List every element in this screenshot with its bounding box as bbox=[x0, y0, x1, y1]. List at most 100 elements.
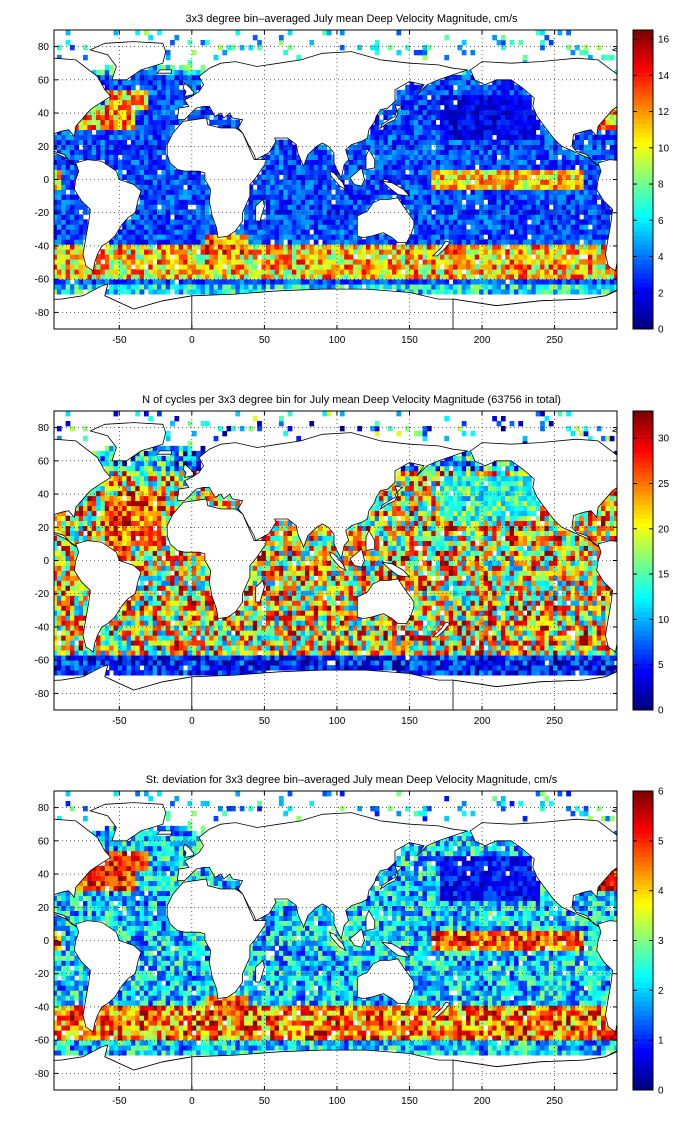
heatmap-cell bbox=[574, 239, 580, 245]
heatmap-cell bbox=[152, 89, 158, 96]
heatmap-cell bbox=[374, 129, 380, 136]
heatmap-cell bbox=[413, 144, 419, 150]
heatmap-cell bbox=[448, 109, 454, 116]
heatmap-cell bbox=[148, 74, 154, 81]
heatmap-cell bbox=[483, 174, 489, 180]
heatmap-cell bbox=[383, 134, 389, 141]
heatmap-cell bbox=[357, 284, 363, 290]
heatmap-cell bbox=[418, 134, 423, 141]
heatmap-cell bbox=[165, 114, 171, 121]
heatmap-cell bbox=[113, 159, 119, 165]
heatmap-cell bbox=[466, 264, 471, 270]
heatmap-cell bbox=[204, 209, 210, 215]
heatmap-cell bbox=[609, 274, 615, 280]
heatmap-cell bbox=[200, 64, 206, 71]
heatmap-cell bbox=[553, 234, 558, 240]
chart-panel-1: -50 0 50 100 150 200 250806040200-20-40-60-803… bbox=[35, 13, 670, 346]
heatmap-cell bbox=[231, 254, 236, 260]
heatmap-cell bbox=[248, 289, 254, 295]
heatmap-cell bbox=[161, 254, 167, 260]
heatmap-cell bbox=[187, 194, 193, 200]
heatmap-cell bbox=[165, 224, 171, 230]
heatmap-cell bbox=[509, 254, 515, 260]
heatmap-cell bbox=[409, 189, 415, 195]
heatmap-cell bbox=[492, 159, 497, 165]
heatmap-cell bbox=[191, 199, 197, 205]
heatmap-cell bbox=[553, 139, 558, 146]
heatmap-cell bbox=[196, 264, 201, 270]
colorbar-step bbox=[633, 53, 653, 59]
heatmap-cell bbox=[439, 189, 445, 195]
heatmap-cell bbox=[483, 279, 489, 285]
heatmap-cell bbox=[61, 129, 67, 136]
heatmap-cell bbox=[152, 269, 158, 275]
heatmap-cell bbox=[69, 214, 75, 220]
heatmap-cell bbox=[579, 154, 585, 160]
heatmap-cell bbox=[487, 169, 493, 175]
heatmap-cell bbox=[283, 244, 289, 250]
heatmap-cell bbox=[548, 254, 554, 260]
heatmap-cell bbox=[87, 154, 93, 160]
heatmap-cell bbox=[587, 159, 593, 165]
heatmap-cell bbox=[561, 289, 567, 295]
heatmap-cell bbox=[143, 565, 149, 571]
heatmap-cell bbox=[574, 214, 580, 220]
heatmap-cell bbox=[466, 79, 471, 86]
heatmap-cell bbox=[492, 79, 497, 86]
heatmap-cell bbox=[322, 149, 328, 155]
heatmap-cell bbox=[148, 139, 154, 146]
heatmap-cell bbox=[426, 229, 432, 235]
heatmap-cell bbox=[453, 139, 458, 146]
heatmap-cell bbox=[126, 530, 132, 536]
heatmap-cell bbox=[579, 159, 585, 165]
heatmap-cell bbox=[557, 279, 563, 285]
heatmap-cell bbox=[583, 44, 589, 51]
heatmap-cell bbox=[540, 274, 545, 280]
heatmap-cell bbox=[283, 254, 289, 260]
heatmap-cell bbox=[78, 535, 84, 541]
heatmap-cell bbox=[500, 179, 506, 185]
heatmap-cell bbox=[422, 229, 428, 235]
heatmap-cell bbox=[113, 520, 119, 527]
heatmap-cell bbox=[135, 560, 141, 566]
heatmap-cell bbox=[287, 44, 293, 51]
heatmap-cell bbox=[165, 274, 171, 280]
heatmap-cell bbox=[357, 254, 363, 260]
heatmap-cell bbox=[439, 144, 445, 150]
heatmap-cell bbox=[566, 184, 571, 190]
heatmap-cell bbox=[448, 284, 454, 290]
heatmap-cell bbox=[400, 109, 406, 116]
heatmap-cell bbox=[100, 625, 106, 631]
heatmap-cell bbox=[431, 84, 437, 91]
heatmap-cell bbox=[117, 124, 123, 131]
heatmap-cell bbox=[56, 645, 62, 651]
heatmap-cell bbox=[513, 264, 519, 270]
heatmap-cell bbox=[444, 139, 450, 146]
heatmap-cell bbox=[348, 219, 354, 225]
heatmap-cell bbox=[331, 234, 336, 240]
heatmap-cell bbox=[322, 174, 328, 180]
heatmap-cell bbox=[426, 189, 432, 195]
heatmap-cell bbox=[435, 199, 441, 205]
heatmap-cell bbox=[470, 279, 476, 285]
heatmap-cell bbox=[457, 114, 463, 121]
heatmap-cell bbox=[409, 134, 415, 141]
heatmap-cell bbox=[583, 174, 589, 180]
heatmap-cell bbox=[287, 194, 293, 200]
heatmap-cell bbox=[535, 249, 541, 255]
heatmap-cell bbox=[143, 645, 149, 651]
heatmap-cell bbox=[122, 525, 127, 531]
heatmap-cell bbox=[479, 174, 484, 180]
heatmap-cell bbox=[61, 234, 67, 240]
coastline bbox=[176, 51, 468, 179]
heatmap-cell bbox=[405, 269, 410, 275]
heatmap-cell bbox=[126, 465, 132, 472]
heatmap-cell bbox=[157, 274, 162, 280]
heatmap-cell bbox=[54, 239, 58, 245]
heatmap-cell bbox=[78, 500, 84, 507]
heatmap-cell bbox=[69, 600, 75, 606]
heatmap-cell bbox=[527, 114, 532, 121]
heatmap-cell bbox=[426, 114, 432, 121]
heatmap-cell bbox=[339, 249, 345, 255]
heatmap-cell bbox=[300, 239, 306, 245]
